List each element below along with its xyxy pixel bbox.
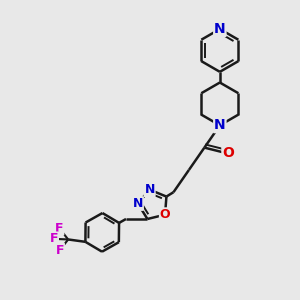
Text: O: O bbox=[222, 146, 234, 160]
Text: F: F bbox=[50, 232, 58, 245]
Text: F: F bbox=[55, 222, 64, 235]
Text: N: N bbox=[144, 183, 155, 196]
Text: F: F bbox=[56, 244, 64, 257]
Text: O: O bbox=[160, 208, 170, 221]
Text: N: N bbox=[133, 197, 143, 210]
Text: N: N bbox=[214, 22, 226, 36]
Text: N: N bbox=[214, 118, 226, 132]
